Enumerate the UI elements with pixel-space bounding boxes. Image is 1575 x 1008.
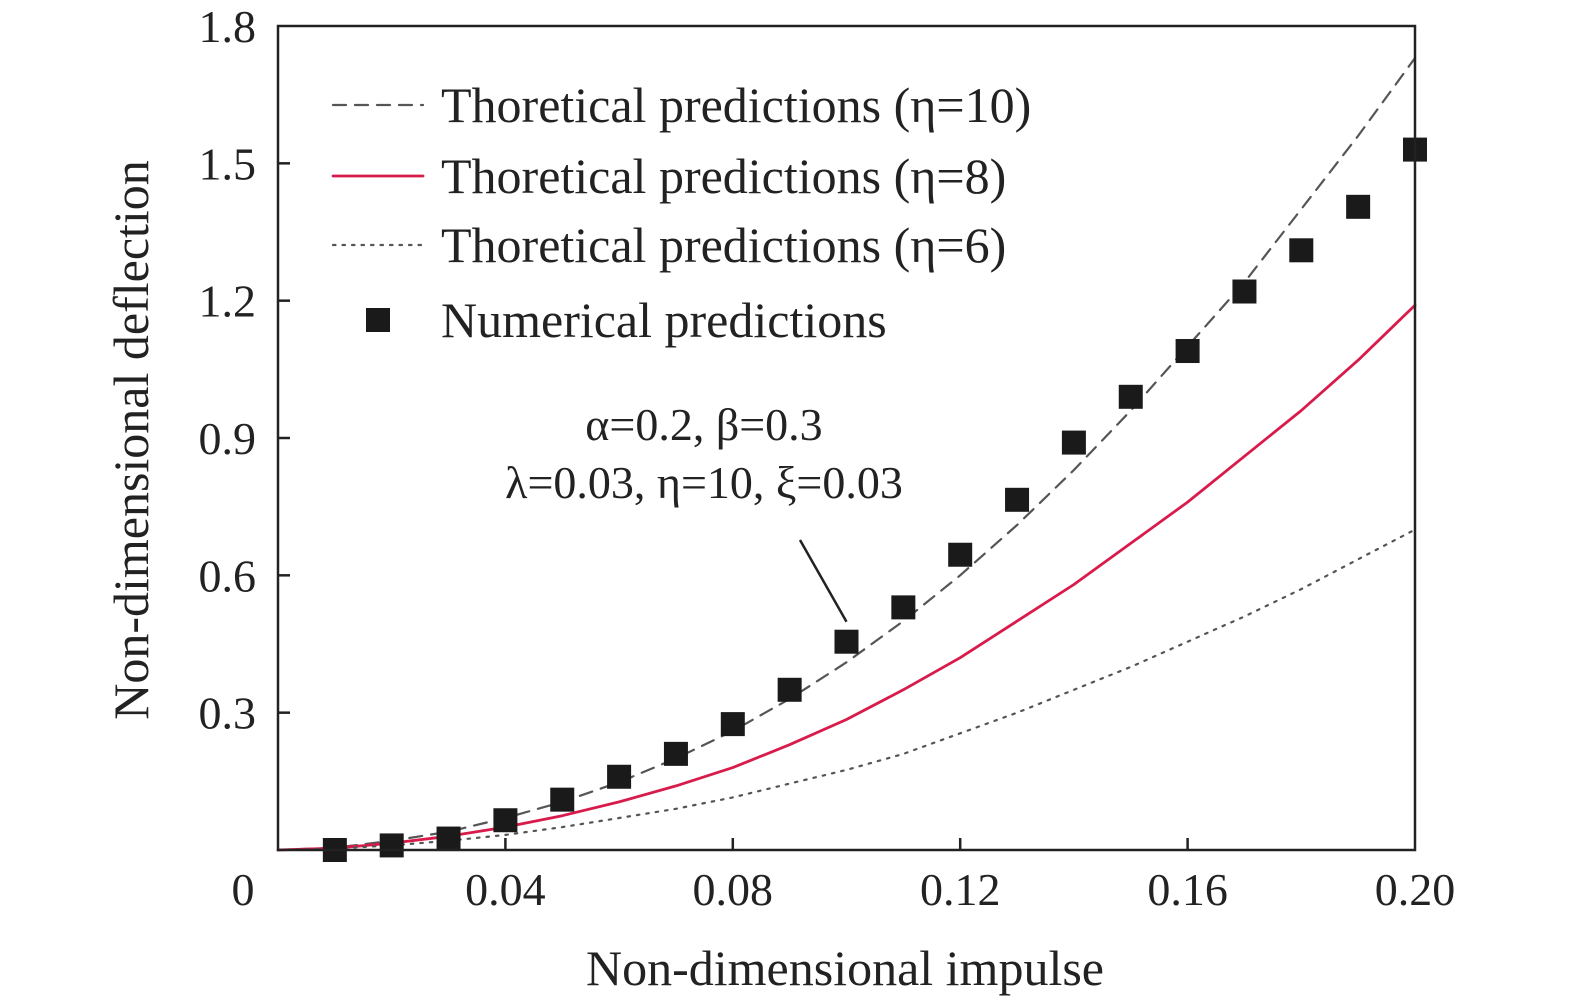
numerical-marker bbox=[1061, 430, 1086, 455]
x-tick-label: 0.08 bbox=[693, 864, 774, 915]
numerical-markers bbox=[322, 137, 1427, 862]
legend-label: Thoretical predictions (η=6) bbox=[441, 217, 1006, 273]
numerical-marker bbox=[607, 764, 632, 789]
numerical-marker bbox=[1289, 238, 1314, 263]
y-tick-label: 1.8 bbox=[199, 1, 257, 52]
y-tick-label: 0.9 bbox=[199, 413, 257, 464]
legend-label: Numerical predictions bbox=[441, 292, 887, 348]
annotation-line-2: λ=0.03, η=10, ξ=0.03 bbox=[505, 457, 903, 508]
numerical-marker bbox=[663, 741, 688, 766]
legend: Thoretical predictions (η=10) Thoretical … bbox=[331, 77, 1031, 348]
x-tick-label: 0 bbox=[232, 864, 255, 915]
numerical-marker bbox=[1232, 279, 1257, 304]
numerical-marker bbox=[379, 833, 404, 858]
x-tick-label: 0.20 bbox=[1375, 864, 1456, 915]
numerical-marker bbox=[891, 595, 916, 620]
y-tick-label: 1.2 bbox=[199, 276, 257, 327]
numerical-marker bbox=[1005, 487, 1030, 512]
numerical-marker bbox=[720, 712, 745, 737]
axis-ticks: 0 0.04 0.08 0.12 0.16 0.20 0.3 0.6 0.9 1.2 1.5 1.8 bbox=[199, 1, 1456, 915]
y-tick-label: 1.5 bbox=[199, 138, 257, 189]
series-line-2 bbox=[276, 528, 1417, 852]
numerical-marker bbox=[948, 542, 973, 567]
y-tick-label: 0.3 bbox=[199, 688, 257, 739]
annotation-line-1: α=0.2, β=0.3 bbox=[585, 399, 822, 450]
y-axis-title: Non-dimensional deflection bbox=[103, 160, 159, 720]
annotation-arrow bbox=[798, 539, 848, 623]
numerical-marker bbox=[493, 808, 518, 833]
numerical-marker bbox=[777, 677, 802, 702]
series-lines bbox=[276, 56, 1417, 852]
legend-marker bbox=[366, 308, 390, 332]
x-tick-label: 0.12 bbox=[920, 864, 1001, 915]
numerical-marker bbox=[834, 629, 859, 654]
series-line-0 bbox=[276, 56, 1417, 852]
x-tick-label: 0.04 bbox=[465, 864, 546, 915]
legend-label: Thoretical predictions (η=8) bbox=[441, 148, 1006, 204]
series-line-1 bbox=[276, 303, 1417, 852]
numerical-marker bbox=[436, 826, 461, 851]
legend-label: Thoretical predictions (η=10) bbox=[441, 77, 1031, 133]
numerical-marker bbox=[1118, 384, 1143, 409]
x-axis-title: Non-dimensional impulse bbox=[586, 940, 1104, 996]
numerical-marker bbox=[1346, 194, 1371, 219]
x-tick-label: 0.16 bbox=[1147, 864, 1228, 915]
y-tick-label: 0.6 bbox=[199, 550, 257, 601]
numerical-marker bbox=[550, 787, 575, 812]
numerical-marker bbox=[1175, 339, 1200, 364]
annotation: α=0.2, β=0.3 λ=0.03, η=10, ξ=0.03 bbox=[505, 399, 903, 623]
